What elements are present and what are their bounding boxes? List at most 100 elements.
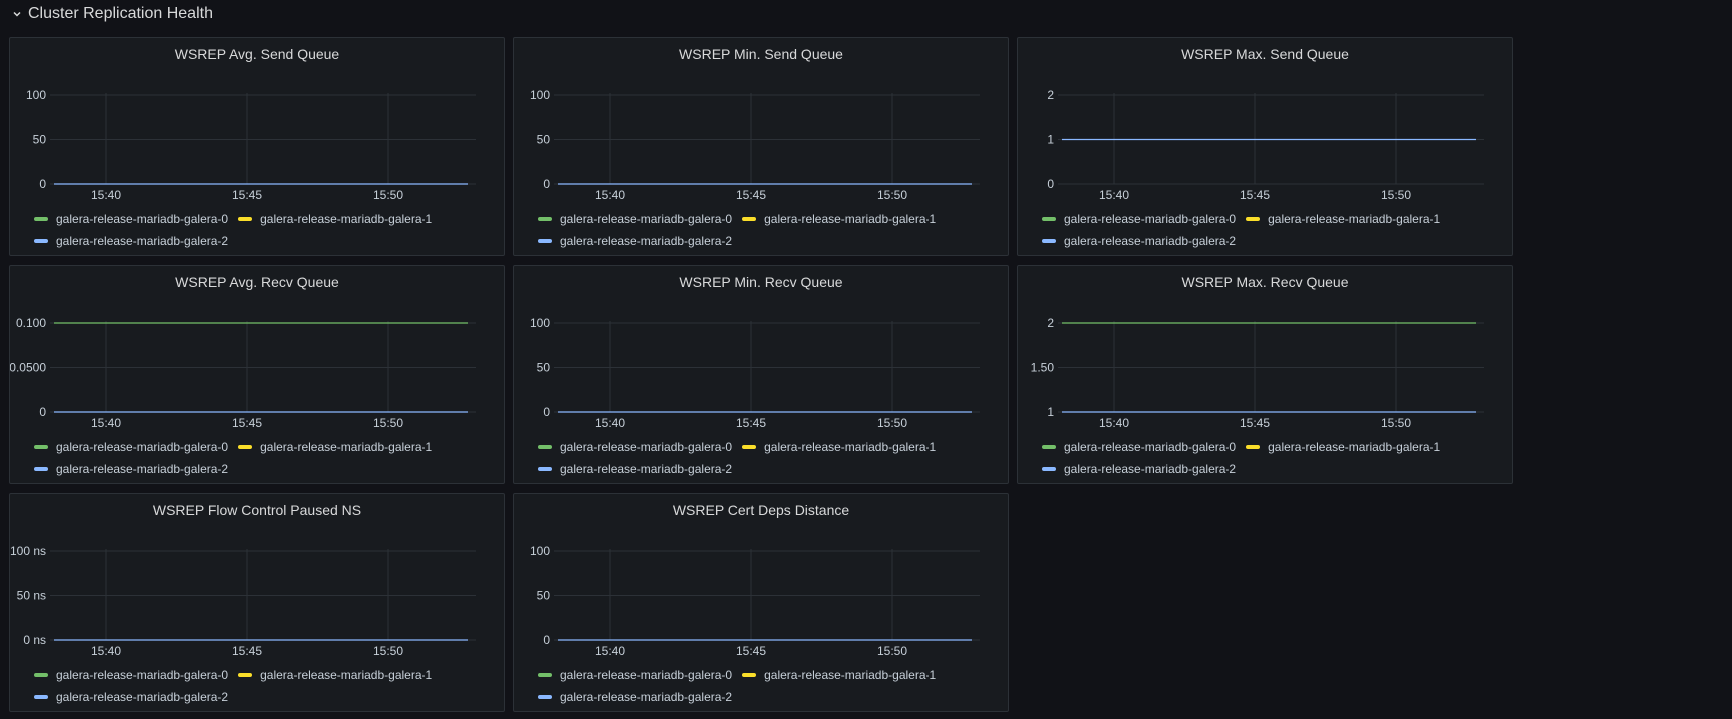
legend-swatch — [538, 239, 552, 243]
legend-swatch — [538, 695, 552, 699]
legend-swatch — [1246, 217, 1261, 221]
chart-legend: galera-release-mariadb-galera-0 galera-re… — [34, 211, 494, 249]
chart-plot[interactable]: 100 50 0 15:40 15:45 15:50 — [514, 494, 1008, 664]
panel-wsrep-min-send-queue[interactable]: WSREP Min. Send Queue 100 50 0 15:40 15:45 15:… — [513, 37, 1009, 256]
x-tick-label: 15:45 — [232, 188, 262, 202]
panel-title: WSREP Flow Control Paused NS — [152, 502, 362, 518]
y-tick-label: 100 — [26, 88, 46, 102]
legend-item-galera-0[interactable]: galera-release-mariadb-galera-0 — [538, 211, 732, 227]
legend-item-galera-2[interactable]: galera-release-mariadb-galera-2 — [538, 689, 998, 705]
legend-swatch — [538, 445, 552, 449]
legend-label: galera-release-mariadb-galera-2 — [56, 234, 229, 248]
chart-plot[interactable]: 100 ns 50 ns 0 ns 15:40 15:45 15:50 — [10, 494, 504, 664]
legend-item-galera-2[interactable]: galera-release-mariadb-galera-2 — [538, 233, 998, 249]
x-tick-label: 15:40 — [91, 188, 121, 202]
panel-wsrep-avg-send-queue[interactable]: WSREP Avg. Send Queue 100 50 0 15:40 15:45 15:… — [9, 37, 505, 256]
legend-item-galera-1[interactable]: galera-release-mariadb-galera-1 — [238, 667, 432, 683]
legend-item-galera-1[interactable]: galera-release-mariadb-galera-1 — [742, 211, 936, 227]
chart-plot[interactable]: 0.100 0.0500 0 15:40 15:45 15:50 — [10, 266, 504, 436]
chart-legend: galera-release-mariadb-galera-0 galera-re… — [538, 667, 998, 705]
panel-wsrep-flow-control-paused-ns[interactable]: WSREP Flow Control Paused NS 100 ns 50 ns 0… — [9, 493, 505, 712]
x-tick-label: 15:40 — [595, 644, 625, 658]
y-tick-label: 100 — [530, 544, 550, 558]
x-tick-label: 15:40 — [91, 416, 121, 430]
y-tick-label: 50 ns — [17, 589, 46, 603]
panel-title: WSREP Avg. Send Queue — [174, 46, 340, 62]
panel-wsrep-cert-deps-distance[interactable]: WSREP Cert Deps Distance 100 50 0 15:40 15:45… — [513, 493, 1009, 712]
legend-item-galera-0[interactable]: galera-release-mariadb-galera-0 — [34, 439, 228, 455]
panel-wsrep-max-send-queue[interactable]: WSREP Max. Send Queue 2 1 0 15:40 15:45 15:50 g… — [1017, 37, 1513, 256]
y-tick-label: 0 — [543, 633, 550, 647]
panel-wsrep-avg-recv-queue[interactable]: WSREP Avg. Recv Queue 0.100 0.0500 0 15:40 15… — [9, 265, 505, 484]
panel-wsrep-min-recv-queue[interactable]: WSREP Min. Recv Queue 100 50 0 15:40 15:45 15:… — [513, 265, 1009, 484]
x-tick-label: 15:50 — [877, 416, 907, 430]
chart-plot[interactable]: 2 1 0 15:40 15:45 15:50 — [1018, 38, 1512, 208]
legend-item-galera-2[interactable]: galera-release-mariadb-galera-2 — [1042, 461, 1502, 477]
panel-title: WSREP Avg. Recv Queue — [175, 274, 339, 290]
legend-swatch — [538, 467, 552, 471]
y-tick-label: 50 — [537, 361, 551, 375]
y-tick-label: 1 — [1047, 405, 1054, 419]
x-tick-label: 15:45 — [736, 644, 766, 658]
chart-legend: galera-release-mariadb-galera-0 galera-re… — [538, 211, 998, 249]
chart-plot[interactable]: 100 50 0 15:40 15:45 15:50 — [514, 38, 1008, 208]
legend-item-galera-1[interactable]: galera-release-mariadb-galera-1 — [742, 667, 936, 683]
panel-wsrep-max-recv-queue[interactable]: WSREP Max. Recv Queue 2 1.50 1 15:40 15:45 15:… — [1017, 265, 1513, 484]
legend-label: galera-release-mariadb-galera-1 — [764, 668, 937, 682]
legend-item-galera-0[interactable]: galera-release-mariadb-galera-0 — [1042, 439, 1236, 455]
x-tick-label: 15:45 — [232, 644, 262, 658]
legend-label: galera-release-mariadb-galera-0 — [56, 440, 229, 454]
legend-item-galera-1[interactable]: galera-release-mariadb-galera-1 — [238, 439, 432, 455]
chart-legend: galera-release-mariadb-galera-0 galera-re… — [1042, 439, 1502, 477]
legend-item-galera-0[interactable]: galera-release-mariadb-galera-0 — [34, 667, 228, 683]
y-tick-label: 50 — [33, 133, 47, 147]
panel-title: WSREP Max. Send Queue — [1181, 46, 1349, 62]
x-tick-label: 15:45 — [1240, 416, 1270, 430]
legend-item-galera-1[interactable]: galera-release-mariadb-galera-1 — [1246, 439, 1440, 455]
chart-legend: galera-release-mariadb-galera-0 galera-re… — [538, 439, 998, 477]
legend-swatch — [34, 217, 48, 221]
legend-item-galera-2[interactable]: galera-release-mariadb-galera-2 — [34, 461, 494, 477]
y-tick-label: 0 — [39, 177, 46, 191]
legend-item-galera-0[interactable]: galera-release-mariadb-galera-0 — [538, 439, 732, 455]
chart-plot[interactable]: 100 50 0 15:40 15:45 15:50 — [514, 266, 1008, 436]
legend-label: galera-release-mariadb-galera-1 — [260, 212, 433, 226]
legend-swatch — [538, 217, 552, 221]
legend-label: galera-release-mariadb-galera-0 — [560, 440, 733, 454]
x-tick-label: 15:40 — [91, 644, 121, 658]
panel-title: WSREP Min. Recv Queue — [679, 274, 843, 290]
legend-swatch — [1042, 217, 1056, 221]
legend-swatch — [34, 239, 48, 243]
legend-label: galera-release-mariadb-galera-0 — [1064, 440, 1237, 454]
legend-item-galera-2[interactable]: galera-release-mariadb-galera-2 — [34, 689, 494, 705]
legend-item-galera-1[interactable]: galera-release-mariadb-galera-1 — [742, 439, 936, 455]
x-tick-label: 15:40 — [595, 188, 625, 202]
y-tick-label: 0 — [1047, 177, 1054, 191]
row-collapse-toggle[interactable]: Cluster Replication Health — [12, 0, 213, 28]
x-tick-label: 15:50 — [373, 644, 403, 658]
y-tick-label: 0 — [543, 177, 550, 191]
y-tick-label: 100 — [530, 88, 550, 102]
legend-item-galera-2[interactable]: galera-release-mariadb-galera-2 — [1042, 233, 1502, 249]
legend-label: galera-release-mariadb-galera-2 — [56, 690, 229, 704]
legend-swatch — [34, 467, 48, 471]
chevron-down-icon — [13, 11, 21, 17]
chart-plot[interactable]: 100 50 0 15:40 15:45 15:50 — [10, 38, 504, 208]
legend-swatch — [238, 217, 253, 221]
legend-item-galera-0[interactable]: galera-release-mariadb-galera-0 — [1042, 211, 1236, 227]
legend-swatch — [34, 445, 48, 449]
chart-plot[interactable]: 2 1.50 1 15:40 15:45 15:50 — [1018, 266, 1512, 436]
x-tick-label: 15:50 — [877, 644, 907, 658]
panel-title: WSREP Max. Recv Queue — [1181, 274, 1349, 290]
legend-item-galera-2[interactable]: galera-release-mariadb-galera-2 — [34, 233, 494, 249]
legend-swatch — [1246, 445, 1261, 449]
y-tick-label: 2 — [1047, 316, 1054, 330]
legend-item-galera-0[interactable]: galera-release-mariadb-galera-0 — [538, 667, 732, 683]
legend-label: galera-release-mariadb-galera-1 — [1268, 212, 1441, 226]
legend-item-galera-0[interactable]: galera-release-mariadb-galera-0 — [34, 211, 228, 227]
legend-label: galera-release-mariadb-galera-0 — [56, 668, 229, 682]
x-tick-label: 15:50 — [877, 188, 907, 202]
legend-item-galera-1[interactable]: galera-release-mariadb-galera-1 — [1246, 211, 1440, 227]
legend-item-galera-2[interactable]: galera-release-mariadb-galera-2 — [538, 461, 998, 477]
legend-item-galera-1[interactable]: galera-release-mariadb-galera-1 — [238, 211, 432, 227]
